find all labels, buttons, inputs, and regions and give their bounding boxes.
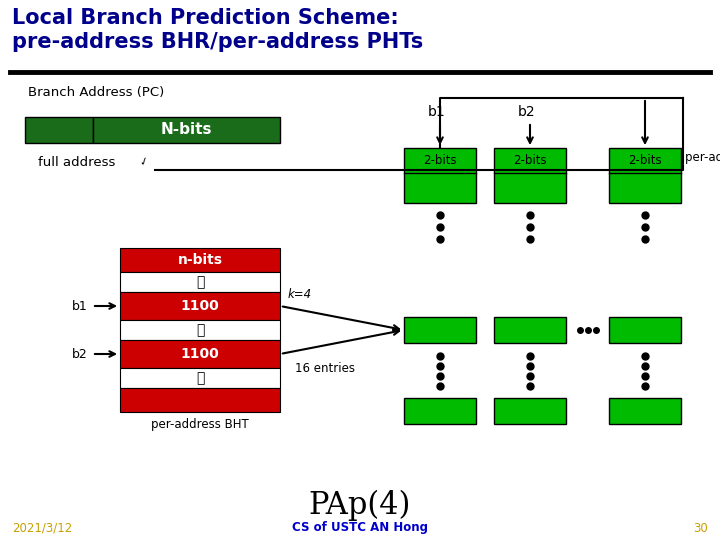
Text: per-address PHTs: per-address PHTs	[685, 152, 720, 165]
Text: Local Branch Prediction Scheme:
pre-address BHR/per-address PHTs: Local Branch Prediction Scheme: pre-addr…	[12, 8, 423, 52]
Text: 2021/3/12: 2021/3/12	[12, 522, 72, 535]
Text: 2-bits: 2-bits	[628, 153, 662, 167]
Text: PAp(4): PAp(4)	[309, 489, 411, 521]
Text: n-bits: n-bits	[178, 253, 222, 267]
Bar	[120, 320, 280, 340]
Text: k=4: k=4	[288, 288, 312, 301]
Text: ⦿: ⦿	[196, 275, 204, 289]
Bar	[609, 317, 681, 343]
Text: 2-bits: 2-bits	[513, 153, 546, 167]
Text: b1: b1	[72, 300, 88, 313]
Bar	[404, 148, 476, 203]
Bar	[120, 292, 280, 320]
Bar	[609, 398, 681, 424]
Text: CS of USTC AN Hong: CS of USTC AN Hong	[292, 522, 428, 535]
Bar	[120, 272, 280, 292]
Bar	[120, 388, 280, 412]
Text: 1100: 1100	[181, 347, 220, 361]
Bar	[494, 148, 566, 203]
Text: Branch Address (PC): Branch Address (PC)	[28, 86, 164, 99]
Text: 2-bits: 2-bits	[423, 153, 456, 167]
Text: ⦿: ⦿	[196, 371, 204, 385]
Text: ✓: ✓	[138, 156, 150, 168]
Bar	[120, 340, 280, 368]
Text: 16 entries: 16 entries	[295, 361, 355, 375]
Text: full address: full address	[38, 156, 115, 168]
Bar	[404, 398, 476, 424]
Text: b1: b1	[428, 105, 446, 119]
Text: b2: b2	[518, 105, 536, 119]
Bar	[494, 317, 566, 343]
Bar	[25, 117, 93, 143]
Text: per-address BHT: per-address BHT	[151, 418, 249, 431]
Text: 1100: 1100	[181, 299, 220, 313]
Bar	[609, 148, 681, 203]
Bar	[404, 317, 476, 343]
Text: 30: 30	[693, 522, 708, 535]
Text: b2: b2	[72, 348, 88, 361]
Bar	[494, 398, 566, 424]
Text: N-bits: N-bits	[161, 123, 212, 138]
Bar	[93, 117, 280, 143]
Bar	[120, 248, 280, 272]
Text: ⦿: ⦿	[196, 323, 204, 337]
Bar	[120, 368, 280, 388]
